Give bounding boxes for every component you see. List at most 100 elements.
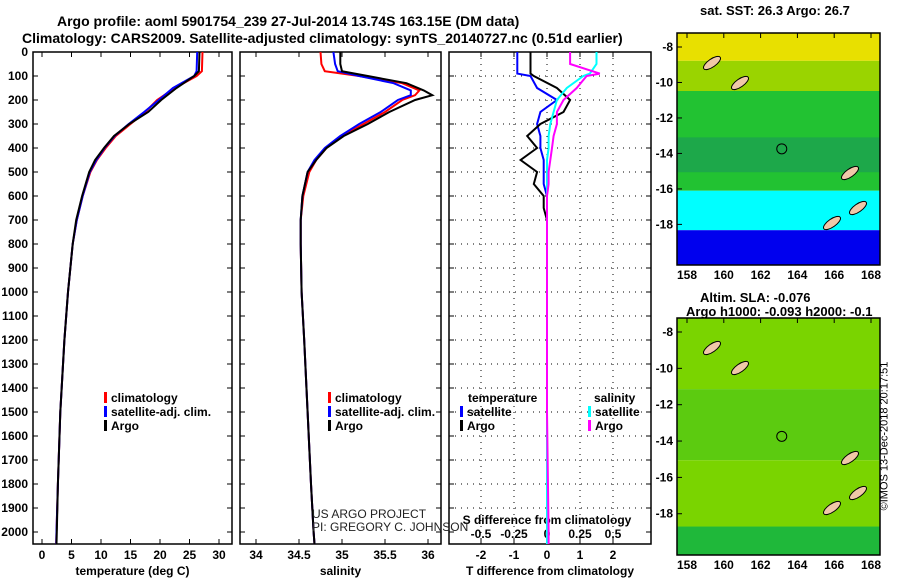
map-lon-label: 164 [787, 558, 807, 572]
map-2-frame [676, 317, 881, 556]
depth-tick-label: 100 [8, 69, 28, 83]
panel-frame-1 [32, 51, 233, 545]
depth-tick-label: 1800 [1, 477, 28, 491]
map-color-band [677, 33, 880, 61]
depth-tick-label: 900 [8, 261, 28, 275]
temp-legend-label: satellite-adj. clim. [111, 405, 211, 419]
series-line-argo [55, 51, 201, 545]
map-color-band [677, 230, 880, 265]
map-lon-label: 168 [861, 268, 881, 282]
island-shape [848, 485, 868, 501]
series-line-climatology [55, 51, 204, 545]
x-tick-label: 35.5 [373, 548, 397, 562]
sdiff-legend-label: satellite [595, 405, 640, 419]
diff-line-s-argo [546, 52, 601, 544]
depth-tick-label: 400 [8, 141, 28, 155]
map-lat-label: -10 [656, 75, 674, 89]
island-shape [822, 500, 842, 516]
map1-title: sat. SST: 26.3 Argo: 26.7 [700, 3, 850, 18]
series-line-argo [299, 52, 435, 545]
sdiff-legend-swatch [588, 406, 591, 417]
x-tick-label: 36 [421, 548, 435, 562]
map-lon-label: 162 [751, 558, 771, 572]
s-diff-tick-label: 0.5 [605, 527, 622, 541]
depth-tick-label: 0 [21, 45, 28, 59]
island-shape [730, 360, 750, 376]
map-lat-label: -8 [662, 325, 673, 339]
map2-title-2: Argo h1000: -0.093 h2000: -0.1 [686, 304, 873, 319]
temp-legend-label: Argo [111, 419, 139, 433]
sal-legend-swatch [328, 392, 331, 403]
panel-frame-3 [448, 51, 652, 545]
depth-tick-label: 1600 [1, 429, 28, 443]
tdiff-legend-label: Argo [467, 419, 495, 433]
island-shape [840, 450, 860, 466]
island-shape [840, 165, 860, 181]
depth-tick-label: 200 [8, 93, 28, 107]
map-color-band [677, 389, 880, 461]
x-tick-label: -1 [509, 548, 520, 562]
x-tick-label: 2 [610, 548, 617, 562]
map-lon-label: 164 [787, 268, 807, 282]
series-line-climatology [299, 51, 422, 545]
depth-tick-label: 1300 [1, 357, 28, 371]
map-lon-label: 160 [714, 558, 734, 572]
map2-title-1: Altim. SLA: -0.076 [700, 290, 811, 305]
watermark-line-1: US ARGO PROJECT [312, 507, 427, 521]
title-line-2: Climatology: CARS2009. Satellite-adjuste… [22, 30, 623, 46]
map-lat-label: -14 [656, 146, 674, 160]
map-lat-label: -18 [656, 507, 674, 521]
depth-tick-label: 700 [8, 213, 28, 227]
temp-legend-label: climatology [111, 391, 178, 405]
x-tick-label: 30 [212, 548, 226, 562]
map-lon-label: 168 [861, 558, 881, 572]
island-shape [730, 75, 750, 91]
depth-tick-label: 1700 [1, 453, 28, 467]
x-tick-label: 35 [335, 548, 349, 562]
x-tick-label: 25 [183, 548, 197, 562]
map-lat-label: -12 [656, 111, 674, 125]
credit-text: ©IMOS 13-Dec-2018 20:17:51 [878, 361, 891, 511]
legend-title: salinity [594, 391, 636, 405]
depth-tick-label: 1100 [2, 309, 28, 323]
profile-location-marker [776, 143, 788, 155]
profile-location-marker [776, 430, 788, 442]
watermark-line-2: PI: GREGORY C. JOHNSON [312, 520, 469, 534]
island-shape [702, 55, 722, 71]
tdiff-legend-swatch [460, 406, 463, 417]
x-axis-label-1: temperature (deg C) [75, 564, 189, 578]
temp-legend-swatch [104, 392, 107, 403]
map-lon-label: 158 [677, 558, 697, 572]
sal-legend-label: Argo [335, 419, 363, 433]
sal-legend-swatch [328, 420, 331, 431]
s-diff-tick-label: -0.25 [500, 527, 528, 541]
tdiff-legend-label: satellite [467, 405, 512, 419]
depth-tick-label: 1200 [1, 333, 28, 347]
depth-tick-label: 1900 [1, 501, 28, 515]
tdiff-legend-swatch [460, 420, 463, 431]
depth-tick-label: 600 [8, 189, 28, 203]
map-lat-label: -18 [656, 217, 674, 231]
sal-legend-label: climatology [335, 391, 402, 405]
map-lat-label: -16 [656, 182, 674, 196]
x-tick-label: 15 [124, 548, 138, 562]
map-lat-label: -12 [656, 398, 674, 412]
x-tick-label: 34.5 [287, 548, 311, 562]
depth-tick-label: 1500 [1, 405, 28, 419]
x-tick-label: 5 [68, 548, 75, 562]
diff-line-s-satellite [546, 52, 598, 544]
x-axis-label-3: T difference from climatology [466, 564, 634, 578]
x-tick-label: 20 [153, 548, 167, 562]
map-2-field [677, 318, 880, 555]
map-lat-label: -10 [656, 361, 674, 375]
s-diff-tick-label: -0.5 [471, 527, 492, 541]
x-axis-label-2: salinity [320, 564, 362, 578]
x-tick-label: 0 [39, 548, 46, 562]
panel-frame-2 [239, 51, 442, 545]
map-color-band [677, 526, 880, 555]
map-lon-label: 162 [751, 268, 771, 282]
x-tick-label: 34 [249, 548, 263, 562]
x-tick-label: 10 [94, 548, 108, 562]
